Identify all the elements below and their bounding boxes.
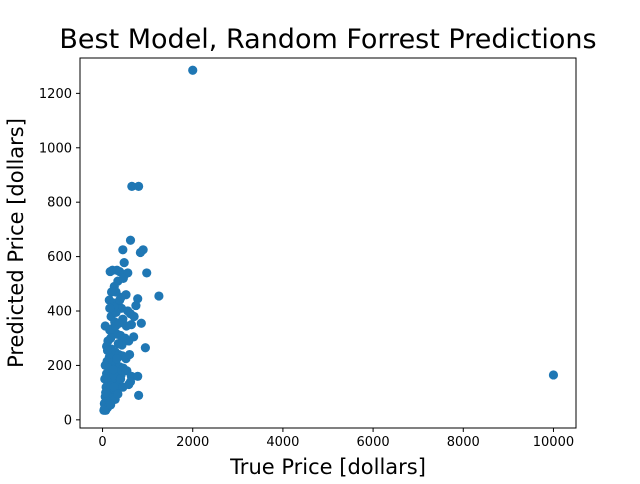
data-point [131, 300, 141, 311]
y-tick-label: 600 [47, 250, 72, 265]
data-point [133, 371, 143, 381]
data-point [188, 65, 198, 75]
x-tick-label: 10000 [533, 435, 574, 450]
x-tick-label: 8000 [447, 435, 480, 450]
data-point [114, 318, 124, 328]
plot-frame [79, 57, 577, 429]
data-point [113, 339, 123, 349]
data-point [118, 273, 128, 283]
data-point [140, 343, 150, 353]
x-axis-label: True Price [dollars] [229, 455, 426, 479]
data-point [125, 235, 136, 245]
data-point [142, 268, 152, 278]
data-point [102, 345, 113, 356]
data-point [135, 247, 146, 258]
data-point [105, 303, 115, 313]
data-point [124, 379, 134, 390]
data-point [99, 405, 109, 415]
data-point [548, 370, 559, 380]
chart-title: Best Model, Random Forrest Predictions [59, 24, 596, 55]
x-tick-label: 6000 [357, 435, 390, 450]
data-point [109, 382, 119, 392]
data-point [118, 245, 128, 255]
y-axis-ticks: 0 200 400 600 800 1000 1200 [39, 87, 80, 428]
data-point [108, 364, 118, 375]
y-tick-label: 0 [64, 413, 72, 428]
data-point [121, 321, 132, 331]
x-tick-label: 2000 [176, 435, 209, 450]
y-tick-label: 1000 [39, 141, 72, 156]
data-point [136, 318, 146, 328]
data-point [119, 257, 129, 268]
data-point [129, 332, 139, 342]
data-point [115, 295, 125, 305]
data-point [106, 287, 117, 297]
x-axis-ticks: 0 2000 4000 6000 8000 10000 [98, 428, 574, 450]
y-tick-label: 400 [47, 305, 72, 320]
y-tick-label: 200 [47, 359, 72, 374]
x-tick-label: 4000 [266, 435, 299, 450]
x-tick-label: 0 [98, 435, 106, 450]
data-point [154, 291, 164, 301]
data-point [125, 349, 135, 360]
y-tick-label: 800 [47, 196, 72, 211]
data-points [99, 65, 559, 415]
data-point [127, 181, 137, 192]
data-point [101, 388, 111, 398]
y-axis-label: Predicted Price [dollars] [4, 118, 28, 368]
y-tick-label: 1200 [39, 87, 72, 102]
data-point [106, 400, 116, 410]
data-point [129, 311, 139, 322]
data-point [115, 374, 126, 384]
data-point [112, 354, 122, 364]
data-point [134, 390, 144, 400]
data-point [113, 389, 123, 399]
data-point [134, 181, 144, 192]
